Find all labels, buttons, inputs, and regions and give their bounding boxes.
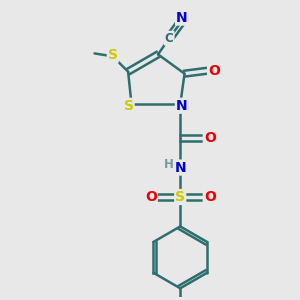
Text: O: O xyxy=(204,190,216,204)
Text: N: N xyxy=(176,99,188,113)
Text: S: S xyxy=(175,190,185,204)
Text: S: S xyxy=(124,99,134,113)
Text: H: H xyxy=(164,158,174,170)
Text: S: S xyxy=(108,48,118,62)
Text: N: N xyxy=(174,160,186,175)
Text: C: C xyxy=(165,32,174,45)
Text: O: O xyxy=(145,190,157,204)
Text: O: O xyxy=(208,64,220,78)
Text: N: N xyxy=(176,11,188,25)
Text: O: O xyxy=(204,131,216,145)
